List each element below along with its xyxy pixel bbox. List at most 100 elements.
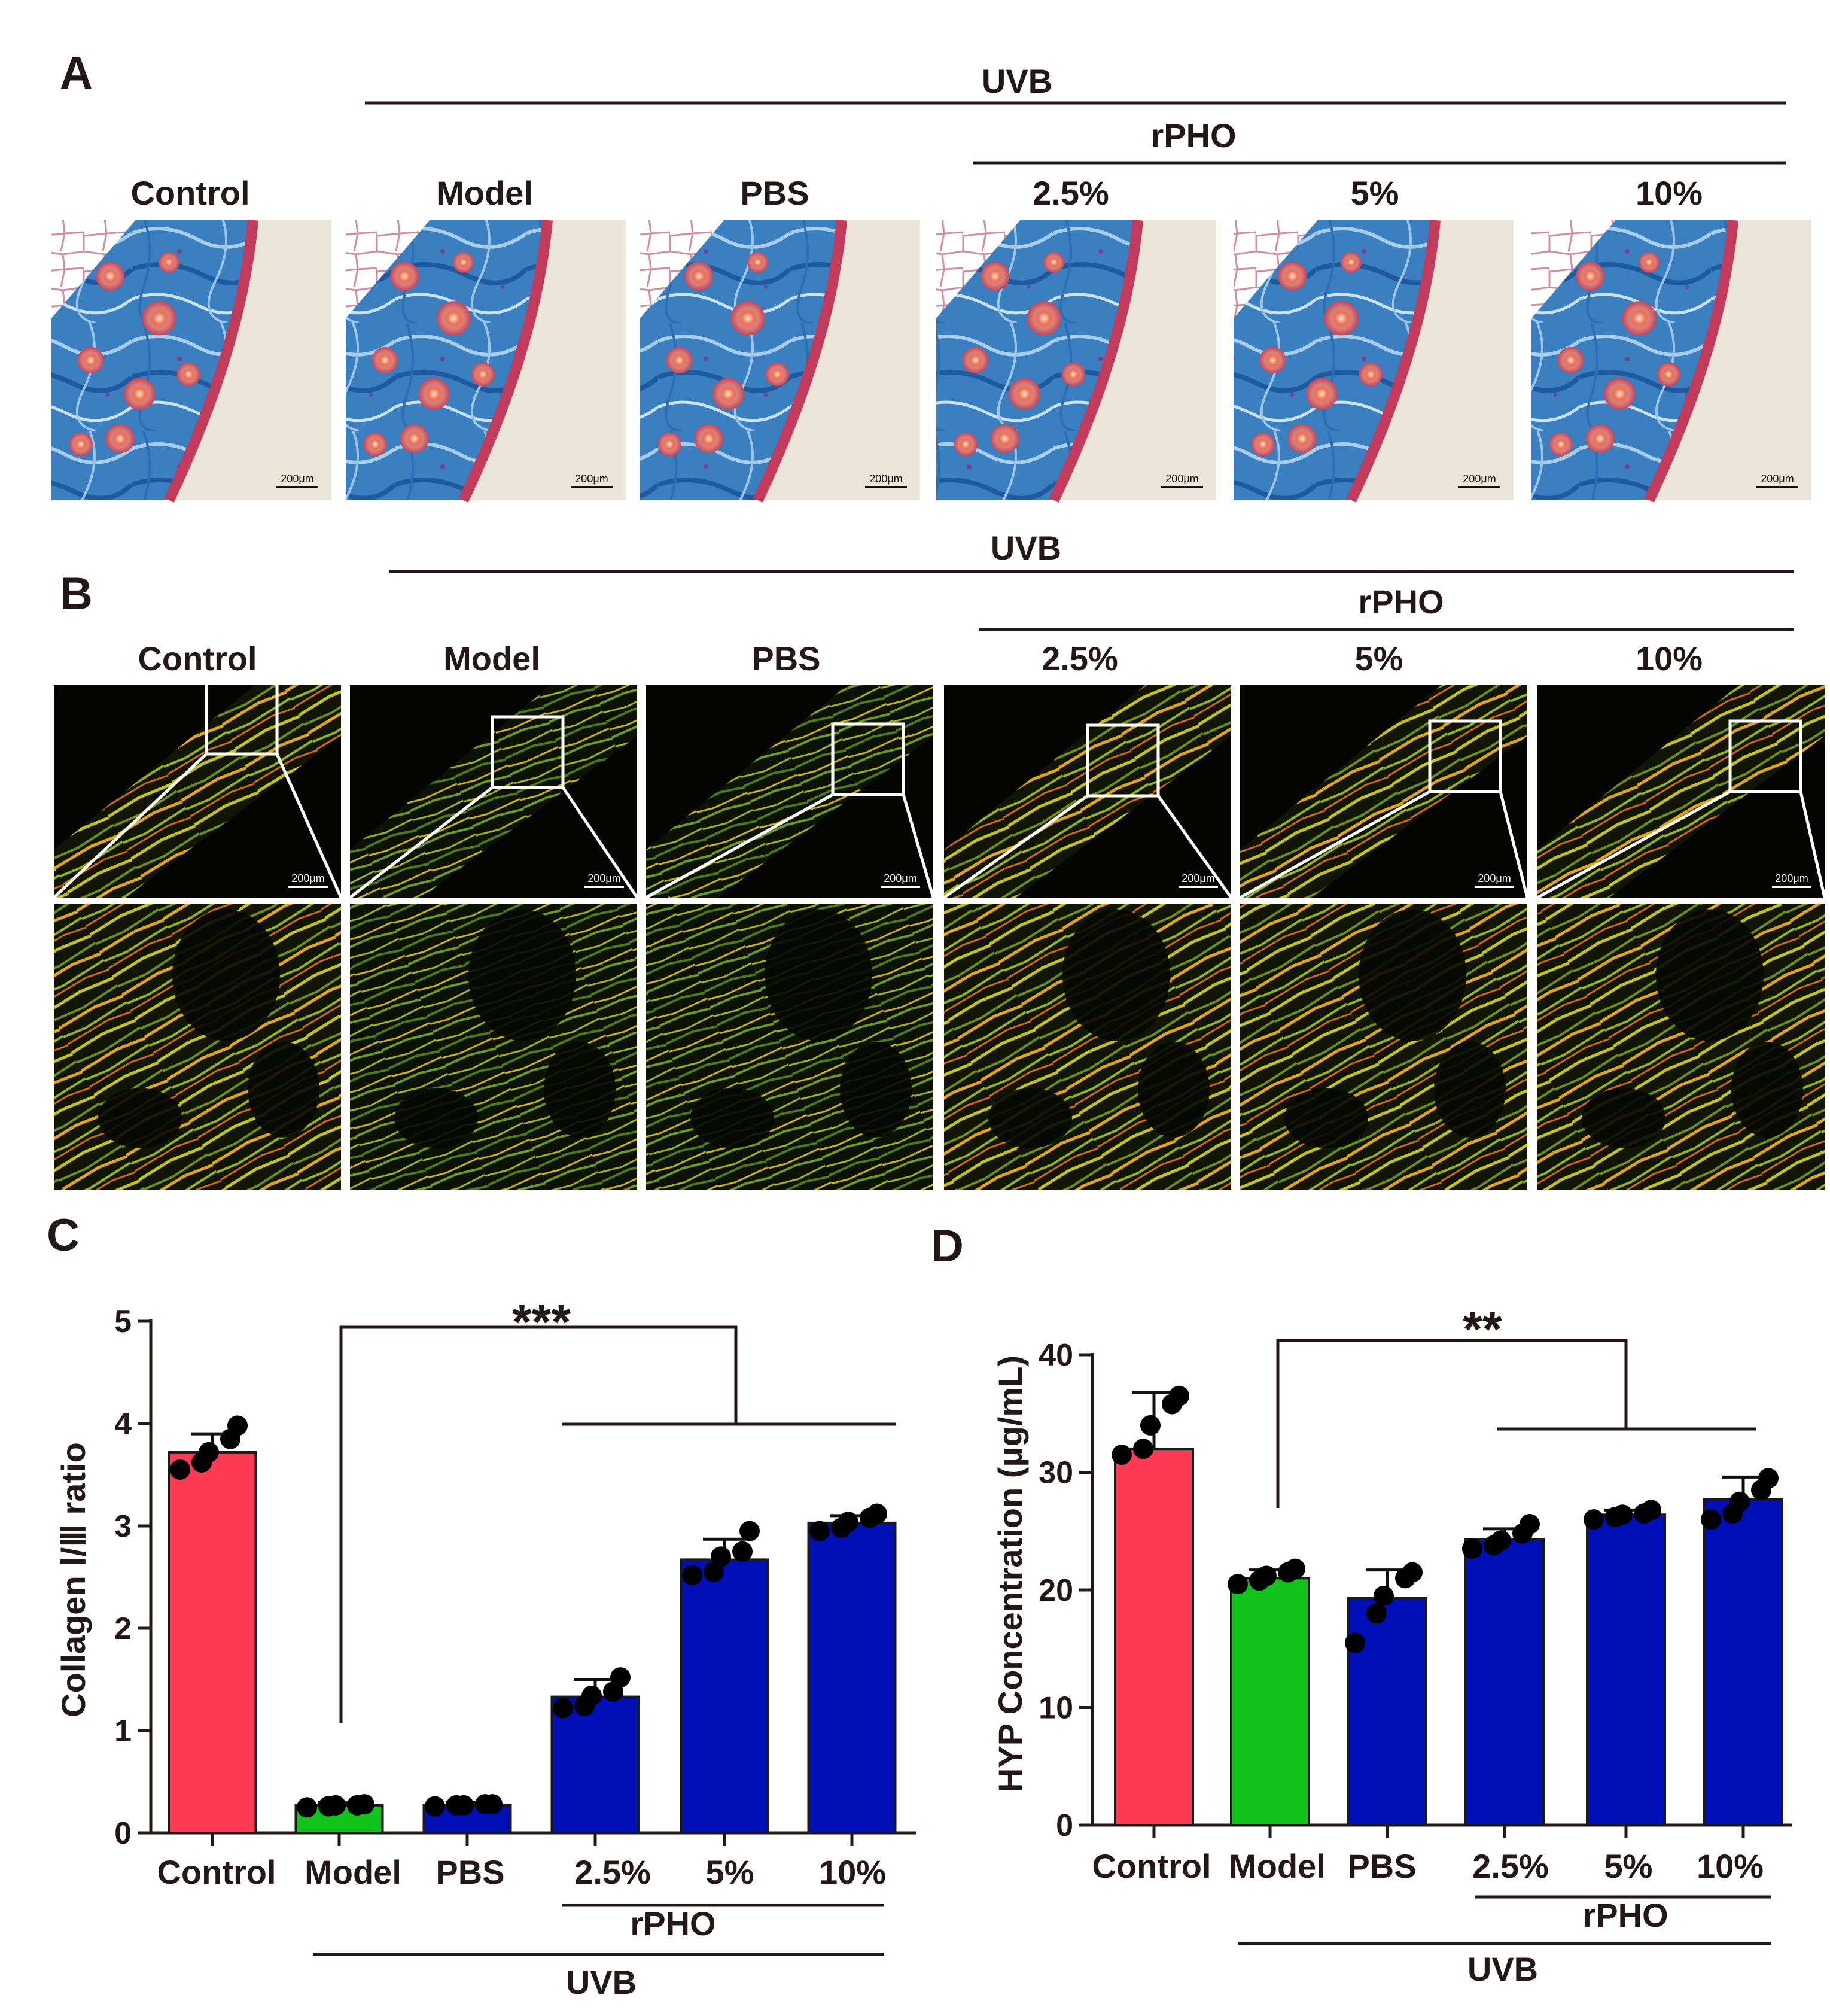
hair-follicle: [1576, 261, 1605, 291]
hair-follicle: [1009, 378, 1040, 410]
data-point: [297, 1797, 317, 1818]
chart-d-plot: 0 10 20 30 40 Control Model PBS 2.5% 5% 10%: [1039, 1338, 1792, 1885]
y-tick-label: 2: [114, 1611, 132, 1646]
hair-follicle: [1306, 378, 1338, 410]
data-point: [739, 1521, 760, 1541]
y-tick-label: 40: [1039, 1338, 1073, 1373]
x-tick-label-2-5: 2.5%: [1472, 1847, 1549, 1885]
hair-follicle: [657, 432, 681, 457]
collagen-band: [646, 685, 933, 898]
polarized-micrograph-10: 200μm: [1536, 685, 1826, 1190]
hair-follicle: [436, 301, 471, 336]
zoom-line-right: [275, 753, 343, 899]
follicle-void: [1359, 909, 1466, 1041]
trichrome-micrograph-5: 200μm: [1234, 220, 1514, 503]
y-tick-label: 0: [114, 1816, 132, 1851]
x-tick-label-model: Model: [1229, 1847, 1326, 1885]
panel-a-micrographs: 200μm 200μm 200μm 200μm 200μm 200μm: [51, 220, 1811, 503]
zoom-box: [1428, 719, 1502, 793]
trichrome-micrograph-pbs: 200μm: [640, 220, 920, 503]
dermis-tissue: [1531, 220, 1733, 500]
data-point: [1491, 1530, 1511, 1551]
chart-c-ylabel: Collagen Ⅰ/Ⅲ ratio: [54, 1442, 92, 1717]
chart-d-significance: **: [1463, 1301, 1502, 1357]
follicle-void: [544, 1041, 616, 1138]
dermis-tissue: [346, 220, 547, 500]
data-point: [1140, 1415, 1161, 1436]
scale-bar-label: 200μm: [1182, 872, 1214, 884]
data-point: [1112, 1445, 1132, 1465]
header-b-5: 5%: [1355, 640, 1403, 677]
dermis-tissue: [936, 220, 1138, 500]
data-point: [354, 1794, 374, 1815]
chart-c-plot: 0 1 2 3 4 5 Control Model PBS 2.5% 5% 10%: [114, 1305, 916, 1891]
data-point: [1462, 1538, 1482, 1559]
follicle-void: [468, 909, 576, 1041]
zoom-box: [1728, 719, 1802, 793]
panel-b-micrographs: 200μm 200μm 200μm 200μm 200μm 200μm: [53, 682, 1826, 1190]
epidermis-edge: [1049, 220, 1143, 503]
scale-bar-label: 200μm: [884, 872, 916, 884]
bar-model: [1230, 1577, 1310, 1827]
hair-follicle: [747, 251, 769, 273]
chart-c: 0 1 2 3 4 5 Control Model PBS 2.5% 5% 10% *** Colla…: [54, 1294, 916, 2001]
bar-control: [1114, 1448, 1194, 1826]
follicle-void: [1731, 1041, 1803, 1138]
data-point: [809, 1521, 830, 1541]
hair-follicle: [1585, 424, 1615, 454]
hair-follicle: [1359, 362, 1383, 387]
bar-pbs: [1347, 1597, 1427, 1826]
hair-follicle: [400, 424, 429, 454]
hair-follicle: [954, 432, 978, 457]
chart-d-ylabel: HYP Concentration (μg/mL): [991, 1355, 1029, 1792]
panel-a-headers: UVB rPHO Control Model PBS 2.5% 5% 10%: [130, 62, 1786, 212]
bar-2-5: [550, 1695, 640, 1835]
hair-follicle: [471, 362, 495, 387]
follicle-void: [840, 1041, 912, 1138]
hair-follicle: [77, 347, 104, 373]
hair-follicle: [158, 251, 180, 273]
uvb-label-b: UVB: [991, 529, 1061, 567]
rpho-label-a: rPHO: [1150, 117, 1236, 154]
epidermis-edge: [1644, 220, 1738, 503]
hair-follicle: [124, 378, 156, 410]
hair-follicle: [418, 378, 450, 410]
data-point: [1228, 1574, 1248, 1595]
bar-2-5: [1464, 1538, 1545, 1826]
x-tick-label-pbs: PBS: [436, 1853, 504, 1891]
epidermis-edge: [164, 220, 258, 503]
panel-b-headers: UVB rPHO Control Model PBS 2.5% 5% 10%: [138, 529, 1794, 677]
zoom-box: [831, 722, 905, 796]
hair-follicle: [765, 362, 790, 387]
chart-c-uvb-label: UVB: [566, 1963, 637, 2001]
trichrome-micrograph-2-5: 200μm: [936, 220, 1216, 503]
follicle-void: [765, 909, 872, 1041]
scale-bar-label: 200μm: [587, 872, 620, 884]
collagen-band: [350, 685, 637, 898]
zoom-line-left: [349, 786, 494, 899]
scale-bar-label: 200μm: [1775, 872, 1808, 884]
significance-bracket: [1276, 1339, 1628, 1508]
x-tick-label-control: Control: [1092, 1847, 1211, 1885]
panel-label-d: D: [931, 1221, 964, 1272]
hair-follicle: [452, 251, 474, 273]
scale-bar-label: 200μm: [1478, 872, 1511, 884]
bar-control: [168, 1451, 257, 1834]
y-tick-label: 3: [114, 1509, 132, 1544]
polarized-micrograph-5: 200μm: [1239, 685, 1529, 1190]
trichrome-micrograph-control: 200μm: [51, 220, 331, 503]
data-point: [1256, 1565, 1277, 1586]
follicle-void: [690, 1088, 774, 1148]
follicle-void: [172, 909, 280, 1041]
follicle-void: [394, 1088, 478, 1148]
hair-follicle: [981, 261, 1010, 291]
y-tick-label: 1: [114, 1714, 132, 1749]
header-a-5: 5%: [1351, 174, 1399, 212]
x-tick-label-2-5: 2.5%: [574, 1853, 651, 1891]
zoom-line-right: [561, 786, 639, 899]
data-point: [682, 1565, 702, 1586]
hair-follicle: [363, 432, 387, 457]
data-point: [199, 1442, 219, 1462]
hair-follicle: [1557, 347, 1584, 373]
